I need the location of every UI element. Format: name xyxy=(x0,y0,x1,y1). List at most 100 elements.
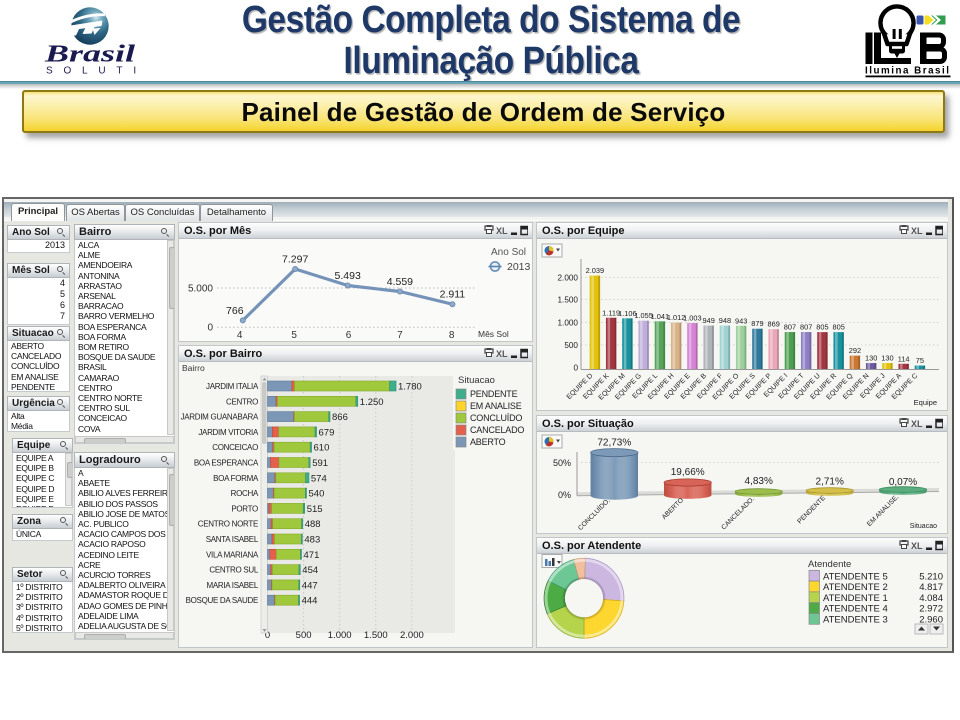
svg-text:Ano Sol: Ano Sol xyxy=(491,247,526,258)
svg-text:540: 540 xyxy=(309,489,325,500)
svg-text:CENTRO SUL: CENTRO SUL xyxy=(209,566,258,575)
svg-text:CANCELADO: CANCELADO xyxy=(470,425,524,435)
svg-text:Brasil: Brasil xyxy=(44,42,136,68)
svg-text:Equipe: Equipe xyxy=(914,398,937,407)
svg-text:JARDIM GUANABARA: JARDIM GUANABARA xyxy=(181,413,259,422)
svg-text:114: 114 xyxy=(898,354,910,363)
svg-text:19,66%: 19,66% xyxy=(671,467,705,478)
svg-text:Situacao: Situacao xyxy=(910,523,937,530)
svg-text:4.084: 4.084 xyxy=(919,593,943,604)
svg-text:948: 948 xyxy=(719,316,731,325)
svg-text:XL: XL xyxy=(911,226,923,236)
svg-text:591: 591 xyxy=(312,458,328,469)
svg-text:PENDENTE: PENDENTE xyxy=(470,389,518,399)
svg-text:0%: 0% xyxy=(558,490,571,500)
svg-text:2,71%: 2,71% xyxy=(816,477,844,488)
svg-text:2.000: 2.000 xyxy=(400,630,424,641)
svg-text:610: 610 xyxy=(314,443,330,454)
svg-text:879: 879 xyxy=(751,319,763,328)
svg-text:2.972: 2.972 xyxy=(919,604,943,615)
svg-text:574: 574 xyxy=(311,473,327,484)
svg-text:1.003: 1.003 xyxy=(683,314,702,323)
svg-text:7: 7 xyxy=(397,330,403,341)
svg-text:0: 0 xyxy=(207,323,213,334)
svg-text:483: 483 xyxy=(304,535,320,546)
svg-text:444: 444 xyxy=(302,596,318,607)
svg-text:50%: 50% xyxy=(553,458,571,468)
svg-text:2.039: 2.039 xyxy=(586,266,605,275)
svg-text:ATENDENTE 3: ATENDENTE 3 xyxy=(823,615,888,626)
svg-text:2.911: 2.911 xyxy=(440,289,466,301)
svg-text:0: 0 xyxy=(573,364,578,373)
svg-text:807: 807 xyxy=(784,323,796,332)
svg-text:949: 949 xyxy=(702,316,714,325)
svg-text:ABERTO: ABERTO xyxy=(470,437,506,447)
svg-text:5.210: 5.210 xyxy=(919,571,943,582)
svg-text:75: 75 xyxy=(916,356,924,365)
svg-text:5.493: 5.493 xyxy=(335,270,361,282)
svg-text:1.780: 1.780 xyxy=(398,382,422,393)
svg-text:2.960: 2.960 xyxy=(919,615,943,626)
svg-text:130: 130 xyxy=(881,354,893,363)
svg-text:PORTO: PORTO xyxy=(231,504,258,513)
svg-text:2013: 2013 xyxy=(507,261,531,273)
svg-text:805: 805 xyxy=(816,323,828,332)
svg-text:5: 5 xyxy=(291,330,297,341)
svg-text:943: 943 xyxy=(735,316,747,325)
svg-text:2.000: 2.000 xyxy=(558,273,579,282)
svg-text:1.250: 1.250 xyxy=(360,397,384,408)
svg-text:0,07%: 0,07% xyxy=(889,477,917,488)
svg-text:7.297: 7.297 xyxy=(282,254,308,266)
svg-text:JARDIM ITALIA: JARDIM ITALIA xyxy=(206,382,259,391)
svg-text:454: 454 xyxy=(302,565,318,576)
svg-text:805: 805 xyxy=(832,323,844,332)
svg-text:500: 500 xyxy=(564,341,578,350)
svg-text:1.500: 1.500 xyxy=(558,296,579,305)
svg-text:4: 4 xyxy=(237,330,243,341)
svg-text:1.106: 1.106 xyxy=(618,309,637,318)
svg-text:4,83%: 4,83% xyxy=(745,476,773,487)
svg-text:1.000: 1.000 xyxy=(558,319,579,328)
svg-text:866: 866 xyxy=(332,412,348,423)
svg-text:766: 766 xyxy=(226,305,244,317)
svg-text:1.119: 1.119 xyxy=(602,308,620,317)
svg-text:EM ANALISE: EM ANALISE xyxy=(470,401,522,411)
svg-text:0: 0 xyxy=(265,630,270,641)
svg-text:XL: XL xyxy=(496,349,508,359)
svg-text:5.000: 5.000 xyxy=(188,284,213,295)
svg-text:679: 679 xyxy=(319,427,335,438)
svg-text:8: 8 xyxy=(449,330,455,341)
svg-text:BOA FORMA: BOA FORMA xyxy=(213,474,259,483)
svg-text:292: 292 xyxy=(849,346,861,355)
svg-text:869: 869 xyxy=(767,320,779,329)
svg-text:ROCHA: ROCHA xyxy=(231,489,259,498)
svg-text:SANTA ISABEL: SANTA ISABEL xyxy=(206,535,259,544)
svg-text:CONCEICAO: CONCEICAO xyxy=(212,443,258,452)
svg-text:4.559: 4.559 xyxy=(387,276,413,288)
svg-text:4.817: 4.817 xyxy=(919,582,943,593)
svg-text:BOA ESPERANCA: BOA ESPERANCA xyxy=(194,459,259,468)
svg-text:ATENDENTE 2: ATENDENTE 2 xyxy=(823,582,888,593)
svg-text:XL: XL xyxy=(911,541,923,551)
svg-text:1.012: 1.012 xyxy=(667,313,686,322)
svg-text:ATENDENTE 1: ATENDENTE 1 xyxy=(823,593,888,604)
svg-text:130: 130 xyxy=(865,354,877,363)
svg-text:CONCLUÍDO: CONCLUÍDO xyxy=(470,413,522,423)
svg-text:72,73%: 72,73% xyxy=(597,438,631,449)
svg-text:SOLUTI: SOLUTI xyxy=(46,66,147,77)
svg-text:447: 447 xyxy=(302,580,318,591)
svg-text:CENTRO NORTE: CENTRO NORTE xyxy=(198,520,258,529)
svg-text:XL: XL xyxy=(496,226,508,236)
svg-text:BOSQUE DA SAUDE: BOSQUE DA SAUDE xyxy=(186,596,258,605)
svg-text:ATENDENTE 5: ATENDENTE 5 xyxy=(823,571,888,582)
svg-text:Situacao: Situacao xyxy=(458,375,495,386)
svg-text:Mês Sol: Mês Sol xyxy=(478,329,509,339)
svg-text:1.041: 1.041 xyxy=(651,312,670,321)
svg-text:6: 6 xyxy=(346,330,352,341)
svg-text:488: 488 xyxy=(305,519,321,530)
svg-text:CENTRO: CENTRO xyxy=(226,397,258,406)
svg-text:Bairro: Bairro xyxy=(182,363,205,373)
svg-text:MARIA ISABEL: MARIA ISABEL xyxy=(206,581,258,590)
svg-text:500: 500 xyxy=(296,630,312,641)
svg-text:VILA MARIANA: VILA MARIANA xyxy=(206,550,259,559)
